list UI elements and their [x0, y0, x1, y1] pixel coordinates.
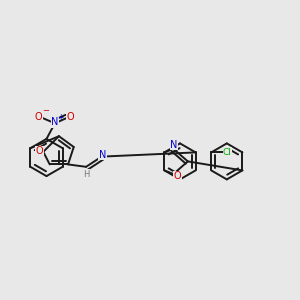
Text: N: N [51, 117, 58, 127]
Text: O: O [173, 171, 181, 182]
Text: H: H [83, 169, 89, 178]
Text: −: − [42, 106, 49, 115]
Text: +: + [57, 113, 64, 122]
Text: N: N [99, 150, 106, 160]
Text: O: O [36, 146, 43, 157]
Text: Cl: Cl [223, 148, 232, 157]
Text: N: N [170, 140, 177, 150]
Text: O: O [35, 112, 43, 122]
Text: O: O [67, 112, 74, 122]
